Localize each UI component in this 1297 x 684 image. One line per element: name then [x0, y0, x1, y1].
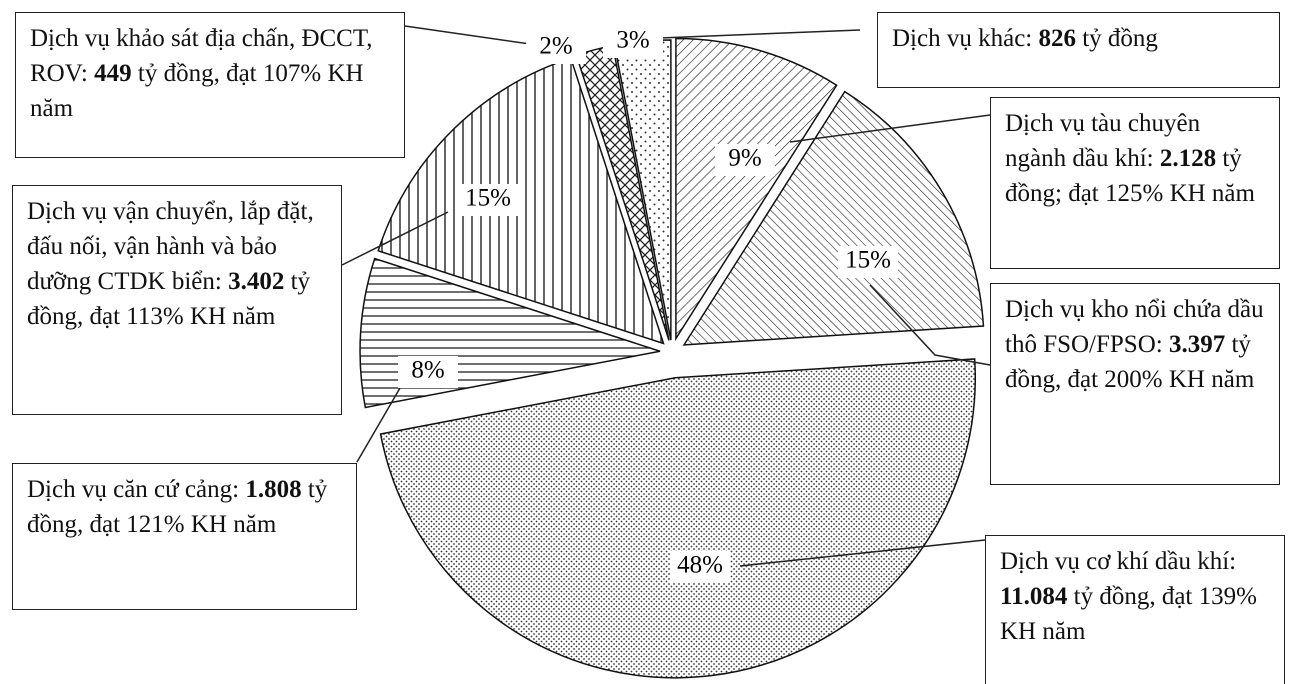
callout-name: Dịch vụ khác: [892, 25, 1039, 52]
value-label: 15% [465, 185, 511, 212]
callout-amount: 3.397 [1168, 331, 1226, 358]
value-label: 3% [616, 27, 649, 54]
callout-detail: tỷ đồng, đạt 200% KH năm [1005, 331, 1255, 393]
callout-box: Dịch vụ khác: 826 tỷ đồng [877, 12, 1280, 88]
leader-line [341, 211, 449, 266]
callout-amount: 11.084 [1000, 583, 1068, 610]
callout-box: Dịch vụ căn cứ cảng: 1.808 tỷ đồng, đạt … [12, 463, 357, 610]
callout-name: Dịch vụ cơ khí dầu khí: [1000, 548, 1237, 575]
pie-slice [377, 57, 665, 345]
callout-name: Dịch vụ căn cứ cảng: [27, 476, 246, 503]
callout-name: Dịch vụ vận chuyển, lắp đặt, đấu nối, vậ… [27, 198, 314, 295]
value-label: 9% [728, 145, 761, 172]
label-background [458, 184, 518, 216]
value-label: 48% [677, 552, 723, 579]
leader-line [356, 387, 401, 463]
callout-detail: tỷ đồng, đạt 113% KH năm [27, 268, 311, 330]
label-background [838, 246, 898, 278]
label-background [603, 26, 663, 58]
callout-box: Dịch vụ cơ khí dầu khí: 11.084 tỷ đồng, … [985, 535, 1285, 684]
label-background [398, 356, 458, 388]
callout-amount: 2.128 [1159, 145, 1217, 172]
label-background [526, 32, 586, 64]
label-background [715, 144, 775, 176]
callout-box: Dịch vụ vận chuyển, lắp đặt, đấu nối, vậ… [12, 185, 342, 415]
leader-line [789, 114, 991, 143]
leader-line [404, 25, 531, 45]
leader-line [739, 539, 986, 567]
callout-amount: 826 [1038, 25, 1076, 52]
pie-slice [675, 37, 838, 342]
leader-lines [341, 25, 991, 567]
pie-slice [682, 90, 985, 346]
callout-name: Dịch vụ khảo sát địa chấn, ĐCCT, ROV: [30, 25, 373, 87]
slices [359, 37, 985, 679]
leader-line [659, 29, 861, 39]
callout-name: Dịch vụ kho nổi chứa dầu thô FSO/FPSO: [1005, 296, 1264, 358]
callout-box: Dịch vụ khảo sát địa chấn, ĐCCT, ROV: 44… [15, 12, 405, 158]
callout-box: Dịch vụ tàu chuyên ngành dầu khí: 2.128 … [990, 97, 1280, 269]
callout-detail: tỷ đồng, đạt 121% KH năm [27, 476, 328, 538]
pie-slice [379, 358, 976, 679]
callout-name: Dịch vụ tàu chuyên ngành dầu khí: [1005, 110, 1201, 172]
label-background [670, 551, 730, 583]
value-label: 15% [845, 247, 891, 274]
value-label: 2% [539, 33, 572, 60]
callout-detail: tỷ đồng [1075, 25, 1158, 52]
callout-amount: 1.808 [245, 476, 302, 503]
callout-amount: 3.402 [228, 268, 285, 295]
callout-detail: tỷ đồng, đạt 139% KH năm [1000, 583, 1257, 645]
leader-line [869, 284, 991, 366]
callout-detail: tỷ đồng, đạt 107% KH năm [30, 60, 364, 122]
callout-amount: 449 [94, 60, 132, 87]
value-label: 8% [411, 357, 444, 384]
callout-detail: tỷ đồng; đạt 125% KH năm [1005, 145, 1255, 207]
callout-box: Dịch vụ kho nổi chứa dầu thô FSO/FPSO: 3… [990, 283, 1280, 485]
